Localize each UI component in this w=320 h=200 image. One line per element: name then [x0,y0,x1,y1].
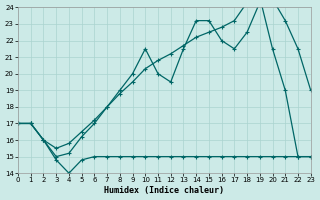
X-axis label: Humidex (Indice chaleur): Humidex (Indice chaleur) [104,186,224,195]
